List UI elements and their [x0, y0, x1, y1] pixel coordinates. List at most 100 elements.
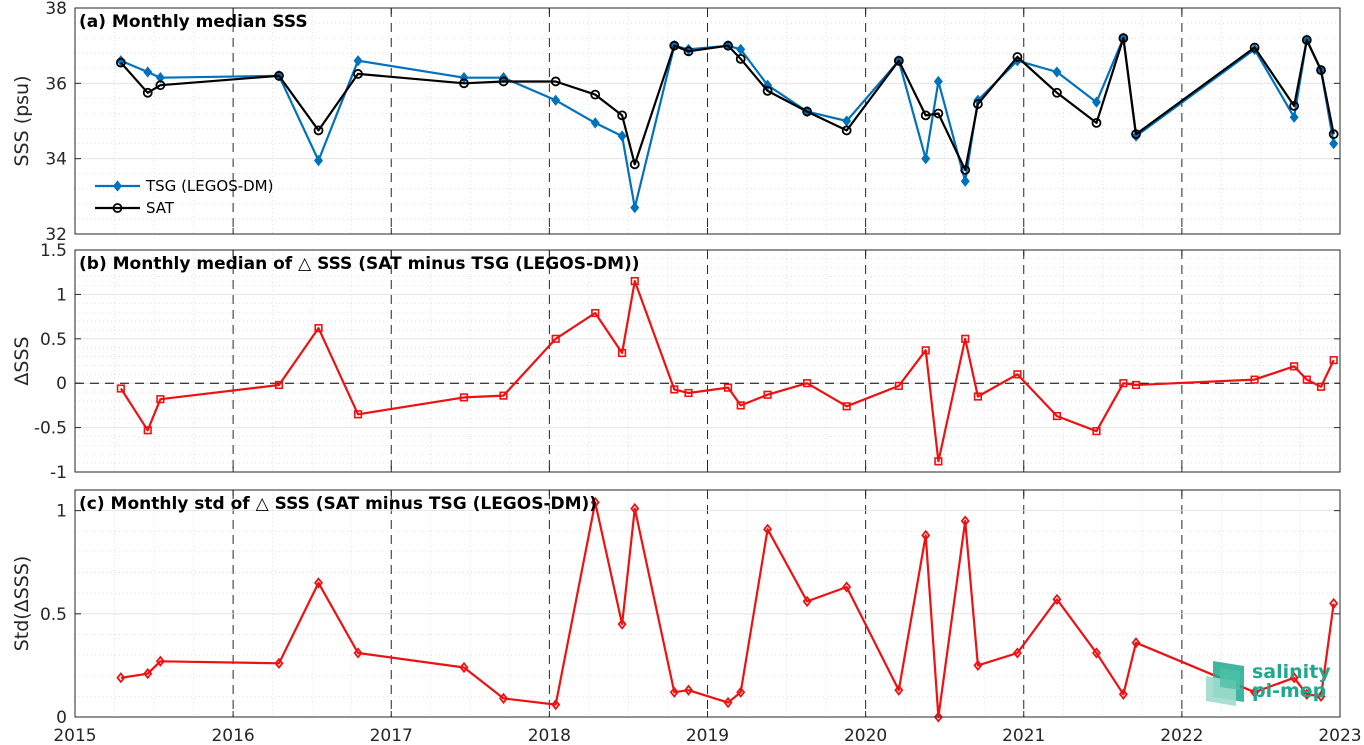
data-point [274, 657, 284, 669]
x-tick-label: 2019 [686, 726, 729, 745]
data-point [1250, 686, 1260, 698]
data-point [1091, 647, 1102, 659]
data-point [314, 324, 323, 333]
data-point [1329, 137, 1339, 150]
y-tick-label: -0.5 [34, 419, 67, 439]
data-point [590, 117, 600, 129]
data-point [1052, 66, 1062, 78]
data-point [669, 686, 679, 698]
data-point [143, 668, 153, 680]
data-point [143, 66, 153, 78]
data-point [723, 696, 733, 709]
data-point [736, 686, 746, 698]
data-point [551, 334, 560, 343]
data-point [1328, 129, 1339, 140]
year-gridlines [232, 490, 1183, 717]
data-point [736, 43, 746, 56]
x-tick-label: 2022 [1160, 726, 1203, 745]
data-point [960, 175, 970, 187]
data-point [459, 661, 469, 674]
data-point [736, 401, 745, 410]
y-tick-label: 0.5 [40, 605, 67, 625]
data-point [1131, 380, 1141, 390]
data-point [630, 201, 640, 214]
data-point [617, 130, 627, 142]
series-delta-sss [116, 276, 1338, 466]
series-line [120, 36, 1335, 172]
data-point [155, 80, 166, 91]
data-point [617, 618, 627, 630]
y-axis-label: SSS (psu) [11, 75, 33, 166]
data-point [934, 457, 943, 466]
y-tick-label: 32 [45, 225, 67, 245]
data-point [894, 684, 904, 696]
data-point [313, 577, 324, 589]
x-tick-label: 2015 [53, 726, 96, 745]
legend-label: SAT [146, 199, 175, 217]
data-point [763, 523, 773, 535]
legend-label: TSG (LEGOS-DM) [145, 177, 273, 195]
data-point [1302, 375, 1311, 384]
data-point [1013, 370, 1022, 379]
data-point [1316, 382, 1326, 391]
data-point [723, 383, 733, 392]
logo-text-line1: salinity [1252, 661, 1331, 683]
data-point [683, 46, 694, 57]
panel-title: (b) Monthly median of △ SSS (SAT minus T… [79, 254, 640, 274]
y-tick-label: 34 [45, 150, 67, 170]
data-point [115, 57, 126, 68]
data-point [669, 40, 680, 51]
x-tick-label: 2016 [211, 726, 254, 745]
legend-marker [112, 203, 123, 213]
data-point [802, 106, 813, 117]
data-point [921, 529, 931, 542]
data-point [1289, 672, 1299, 684]
data-point [973, 392, 982, 401]
data-point [143, 426, 152, 435]
data-point [1118, 33, 1129, 44]
legend-marker [112, 180, 123, 192]
data-point [499, 391, 508, 400]
data-point [933, 711, 943, 723]
year-gridlines [232, 250, 1183, 472]
data-point [894, 381, 903, 390]
data-point [618, 348, 627, 358]
data-point [629, 159, 640, 170]
data-point [893, 55, 904, 66]
salinity-pi-mep-logo: salinity pi-mep [1206, 661, 1331, 706]
data-point [921, 346, 930, 355]
data-point [735, 53, 746, 64]
data-point [551, 94, 561, 106]
data-point [116, 672, 126, 684]
x-tick-label: 2017 [370, 726, 413, 745]
data-point [1302, 688, 1312, 700]
data-point [1316, 65, 1326, 76]
series-line [119, 280, 1335, 463]
data-point [1290, 362, 1299, 371]
legend-marker-shape [112, 203, 123, 213]
x-tick-label: 2020 [844, 726, 887, 745]
data-point [1091, 117, 1102, 128]
data-point [353, 69, 363, 79]
data-point [1091, 96, 1102, 108]
y-tick-label: -1 [50, 463, 67, 483]
data-point [670, 385, 679, 394]
data-point [1092, 427, 1101, 436]
data-point [972, 99, 983, 109]
data-point [630, 502, 640, 515]
data-point [591, 308, 600, 318]
y-tick-label: 38 [45, 0, 67, 19]
legend-marker-shape [112, 180, 123, 192]
data-point [155, 655, 165, 667]
y-tick-label: 36 [45, 74, 67, 94]
data-point [156, 395, 165, 404]
data-point [1316, 690, 1326, 703]
data-point [498, 76, 509, 87]
data-point [960, 515, 970, 527]
data-point [590, 496, 600, 509]
data-point [1289, 101, 1300, 111]
y-tick-label: 1 [56, 285, 67, 305]
data-point [590, 89, 601, 100]
logo-emblem-icon [1206, 661, 1244, 706]
x-tick-label: 2021 [1002, 726, 1045, 745]
